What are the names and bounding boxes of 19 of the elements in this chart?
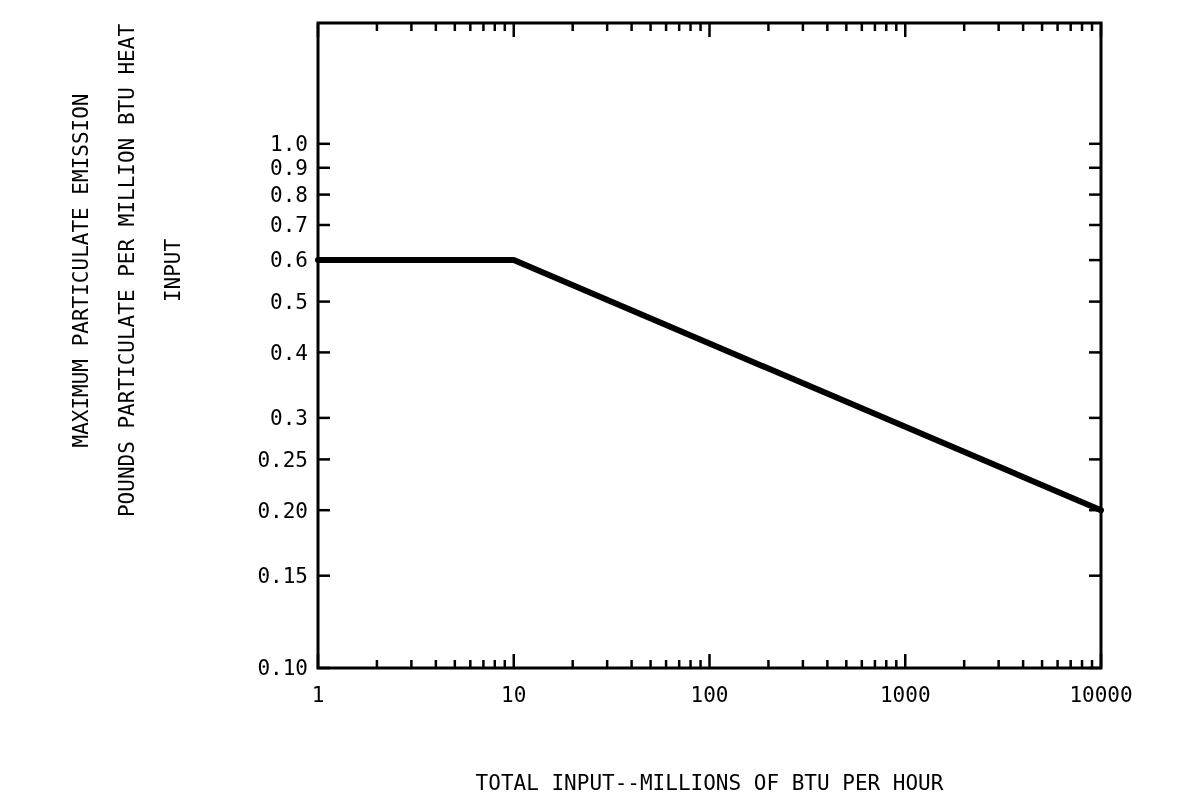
x-tick-label: 100 bbox=[690, 683, 729, 707]
x-tick-label: 10 bbox=[501, 683, 527, 707]
y-tick-label: 0.6 bbox=[270, 248, 308, 273]
y-tick-label: 0.8 bbox=[270, 182, 308, 207]
y-tick-label: 0.3 bbox=[270, 406, 308, 431]
y-tick-label: 0.5 bbox=[270, 289, 308, 314]
y-tick-label: 0.10 bbox=[257, 656, 308, 681]
x-tick-label: 1000 bbox=[879, 683, 931, 707]
y-tick-label: 0.4 bbox=[270, 340, 308, 365]
x-tick-label: 10000 bbox=[1069, 683, 1133, 707]
y-tick-label: 0.20 bbox=[257, 498, 308, 523]
x-tick-label: 1 bbox=[311, 683, 325, 707]
y-tick-label: 0.15 bbox=[257, 564, 308, 589]
y-tick-label: 0.7 bbox=[270, 213, 308, 238]
y-tick-label: 0.9 bbox=[270, 156, 308, 181]
y-axis-title: MAXIMUM PARTICULATE EMISSION POUNDS PARTICULATE PER MILLION BTU HEAT INPUT bbox=[69, 23, 185, 518]
x-axis-title: TOTAL INPUT--MILLIONS OF BTU PER HOUR bbox=[475, 771, 944, 795]
y-tick-label: 1.0 bbox=[270, 132, 308, 157]
y-tick-label: 0.25 bbox=[257, 447, 308, 472]
